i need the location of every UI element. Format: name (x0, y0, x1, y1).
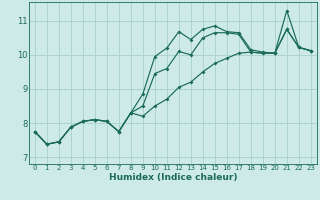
X-axis label: Humidex (Indice chaleur): Humidex (Indice chaleur) (108, 173, 237, 182)
